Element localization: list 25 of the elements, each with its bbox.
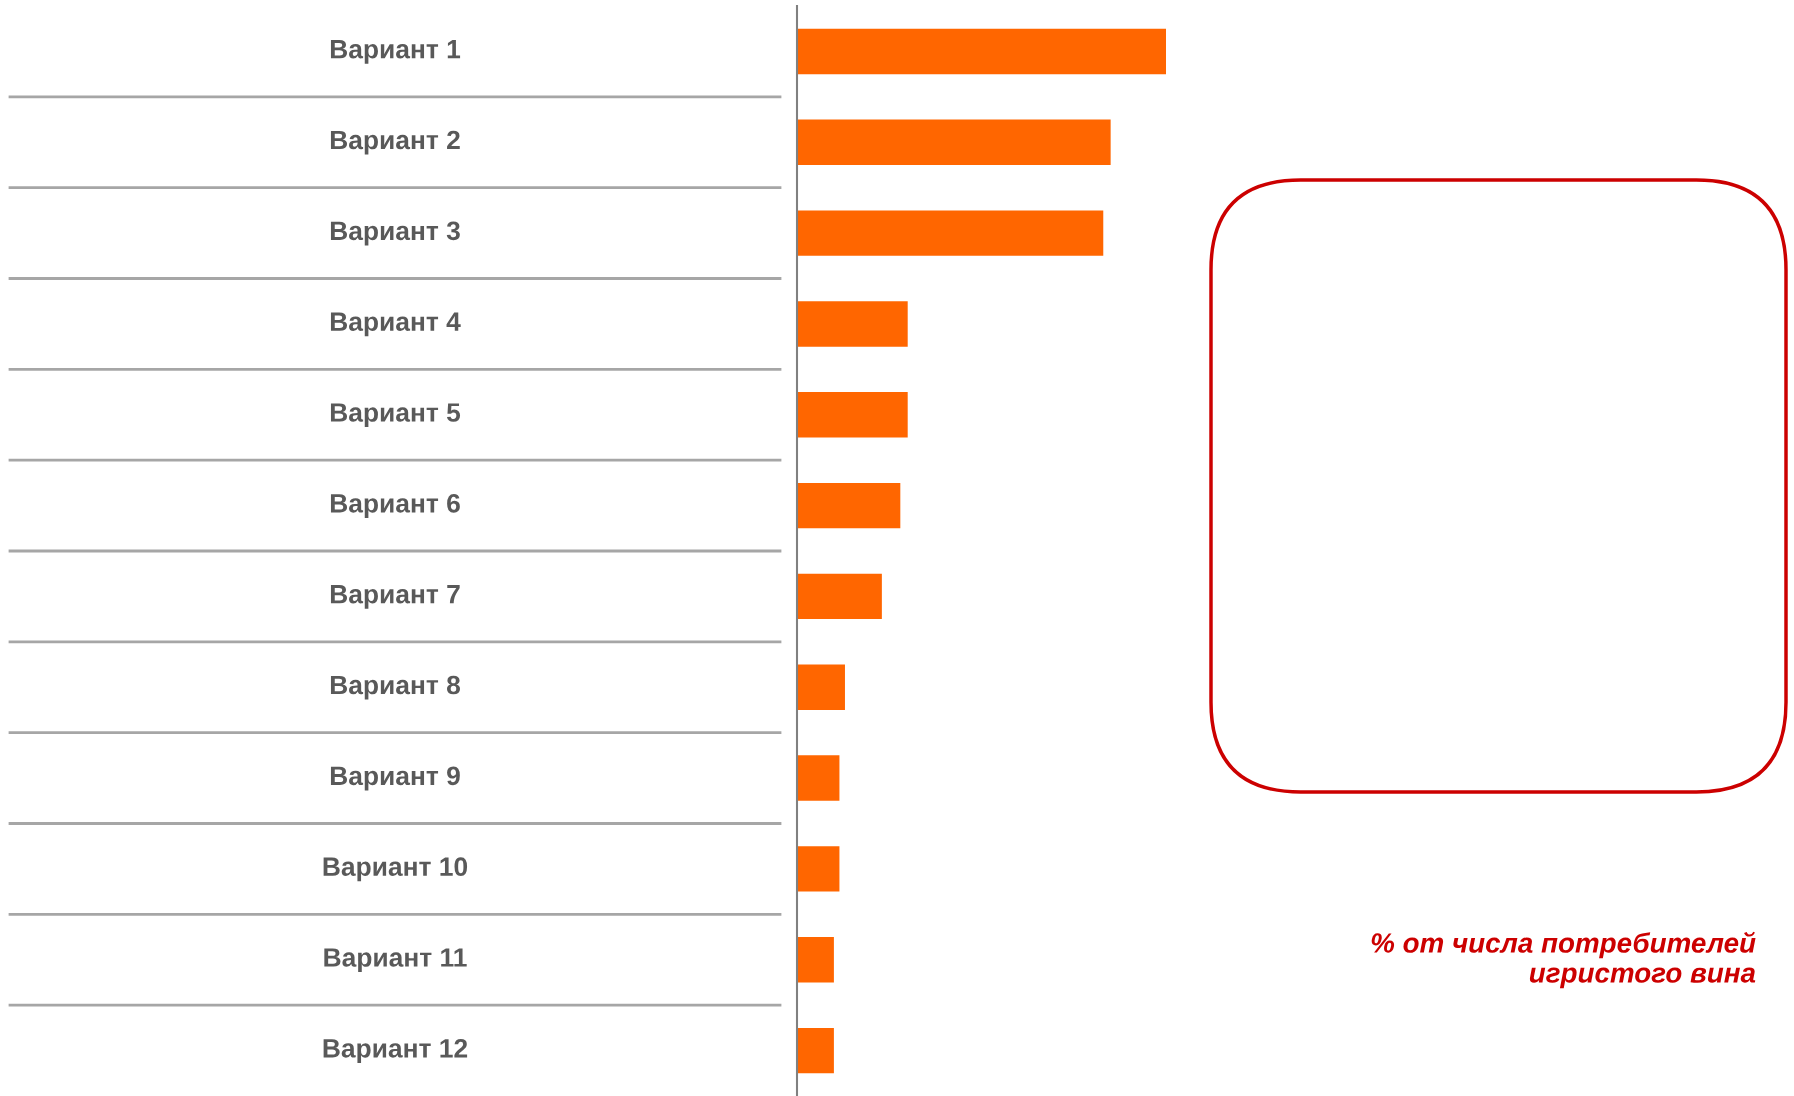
y-tick-label: Вариант 11	[324, 948, 467, 973]
bar	[797, 301, 908, 347]
bar	[797, 392, 908, 438]
y-tick-label: Вариант 4	[330, 312, 461, 337]
y-tick-label: Вариант 1	[330, 40, 461, 64]
bar	[797, 210, 1104, 256]
bar	[797, 1027, 834, 1074]
y-tick-label: Вариант 7	[330, 585, 460, 609]
bar	[797, 755, 840, 801]
y-tick-label: Вариант 3	[330, 221, 460, 246]
text: % от числа потребителей игристого вина	[1371, 931, 1756, 989]
y-tick-label: Вариант 5	[330, 403, 461, 428]
y-tick-label: Вариант 9	[330, 766, 460, 791]
bar	[797, 119, 1111, 165]
bar	[797, 937, 834, 983]
y-tick-label: Вариант 10	[323, 857, 468, 882]
bar	[797, 573, 882, 620]
y-tick-label: Вариант 6	[330, 493, 460, 518]
bar	[797, 846, 840, 892]
y-tick-label: Вариант 8	[330, 675, 461, 700]
bar	[797, 482, 901, 529]
y-tick-label: Вариант 2	[330, 130, 460, 155]
y-tick-label: Вариант 12	[323, 1038, 468, 1063]
bar	[797, 28, 1166, 75]
bar	[797, 664, 845, 710]
